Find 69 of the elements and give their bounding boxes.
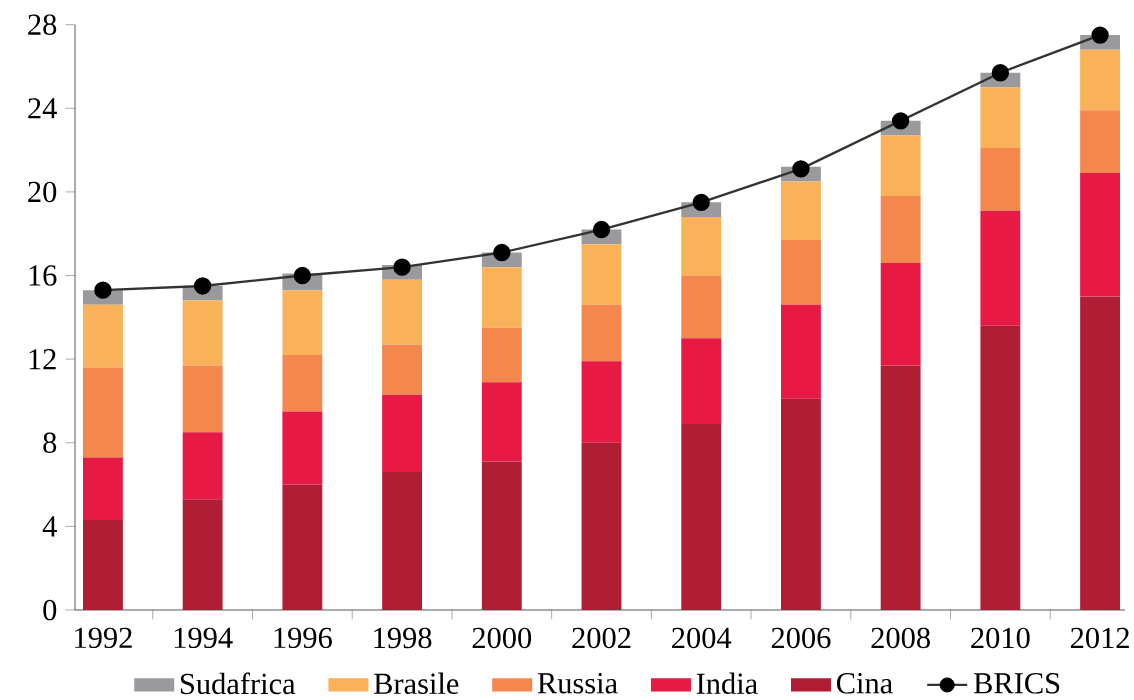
bar (1080, 296, 1121, 610)
bar (980, 87, 1021, 148)
x-tick-label: 2012 (1070, 627, 1129, 649)
bar (780, 239, 821, 305)
bar (681, 423, 722, 610)
bar (182, 432, 223, 500)
x-tick-label: 2002 (572, 627, 631, 649)
bar (1080, 173, 1121, 297)
bar (980, 210, 1021, 326)
bar (182, 365, 223, 433)
bar (282, 290, 323, 355)
bar (780, 398, 821, 610)
bar (382, 344, 423, 395)
y-tick-label: 0 (43, 599, 57, 621)
bar (382, 472, 423, 610)
y-tick-label: 28 (28, 14, 57, 35)
x-tick-label: 2006 (771, 627, 831, 649)
bar (282, 411, 323, 485)
bar (82, 367, 123, 458)
bar (481, 327, 522, 383)
y-tick-label: 16 (29, 265, 57, 286)
legend-label: Sudafrica (180, 672, 296, 695)
legend-label: Russia (537, 673, 618, 694)
bar (880, 196, 921, 263)
x-tick-label: 2000 (472, 627, 532, 649)
y-tick-label: 4 (42, 516, 57, 537)
bar (182, 499, 223, 610)
bar (980, 148, 1021, 211)
bar (980, 325, 1021, 610)
x-tick-label: 1992 (75, 627, 132, 649)
bar (1080, 49, 1121, 111)
y-tick-label: 8 (43, 432, 57, 454)
bar (581, 361, 622, 443)
bar (282, 354, 323, 412)
x-tick-label: 2004 (672, 627, 732, 649)
y-tick-label: 20 (28, 181, 57, 203)
bar (481, 461, 522, 610)
bar (581, 244, 622, 305)
bar (481, 382, 522, 462)
bar (82, 520, 123, 610)
bar (880, 262, 921, 366)
bar (1080, 110, 1121, 174)
bar (880, 365, 921, 610)
bar (681, 275, 722, 339)
bar (780, 181, 821, 240)
legend-label: BRICS (973, 673, 1060, 694)
bar (880, 135, 921, 197)
bar (382, 394, 423, 473)
y-tick-label: 12 (29, 349, 56, 370)
bar (481, 267, 522, 328)
bar (780, 304, 821, 399)
y-tick-label: 24 (28, 98, 57, 119)
bar (581, 304, 622, 362)
bar (382, 279, 423, 345)
bar (581, 442, 622, 610)
x-tick-label: 1994 (174, 627, 233, 649)
bar (182, 300, 223, 366)
bar (82, 304, 123, 368)
legend-label: Brasile (374, 672, 459, 695)
bar (282, 484, 323, 610)
legend-label: Cina (836, 673, 893, 694)
x-tick-label: 1996 (274, 627, 332, 649)
bar (681, 338, 722, 424)
bar (681, 216, 722, 276)
legend-label: India (696, 672, 758, 695)
bar (82, 457, 123, 521)
x-tick-label: 2010 (971, 627, 1030, 649)
x-tick-label: 1998 (374, 627, 432, 649)
x-tick-label: 2008 (871, 627, 930, 649)
